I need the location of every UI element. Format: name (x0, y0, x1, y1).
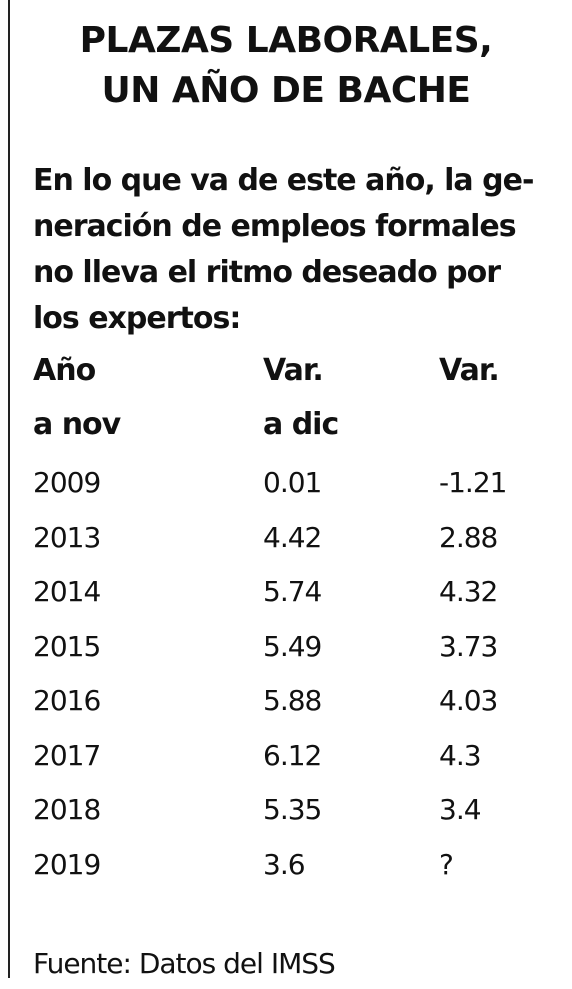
intro-line-2: neración de empleos formales (33, 209, 517, 244)
cell-var-dec: -1.21 (439, 466, 507, 499)
header-var-nov: Var. (263, 353, 324, 388)
cell-var-dec: 4.32 (439, 575, 498, 608)
header-var-nov-sub: a dic (263, 407, 339, 442)
cell-year: 2014 (33, 575, 101, 608)
cell-var-dec: 3.73 (439, 629, 498, 663)
employment-table: Año Var. Var. a nov a dic 2009 0.01 -1.2… (33, 344, 563, 892)
headline-line-1: PLAZAS LABORALES, (79, 20, 493, 61)
cell-var-dec: 4.03 (439, 684, 498, 717)
cell-var-dec: ? (439, 847, 454, 881)
cell-year: 2017 (33, 738, 101, 772)
left-border-rule (8, 0, 10, 978)
cell-year: 2015 (33, 629, 101, 663)
cell-var-nov: 5.49 (263, 629, 322, 663)
table-header-row-2: a nov a dic (33, 398, 563, 452)
table-row: 2019 3.6 ? (33, 838, 563, 893)
cell-year: 2016 (33, 684, 101, 717)
intro-line-4: los expertos: (33, 301, 241, 336)
cell-var-dec: 4.3 (439, 738, 482, 772)
intro-line-3: no lleva el ritmo deseado por (33, 255, 501, 290)
table-row: 2009 0.01 -1.21 (33, 456, 563, 511)
cell-year: 2019 (33, 847, 101, 881)
intro-line-1: En lo que va de este año, la ge- (33, 163, 534, 198)
cell-year: 2018 (33, 793, 101, 826)
header-year-sub: a nov (33, 407, 121, 442)
headline-line-2: UN AÑO DE BACHE (101, 70, 471, 111)
cell-var-nov: 4.42 (263, 520, 322, 554)
cell-var-dec: 3.4 (439, 793, 482, 826)
cell-var-nov: 5.74 (263, 575, 322, 608)
cell-var-nov: 3.6 (263, 847, 306, 881)
cell-year: 2009 (33, 466, 101, 499)
table-row: 2015 5.49 3.73 (33, 620, 563, 675)
headline: PLAZAS LABORALES, UN AÑO DE BACHE (12, 16, 560, 116)
table-row: 2017 6.12 4.3 (33, 729, 563, 784)
cell-var-nov: 5.88 (263, 684, 322, 717)
table-body: 2009 0.01 -1.21 2013 4.42 2.88 2014 5.74… (33, 456, 563, 892)
source-note: Fuente: Datos del IMSS (33, 947, 336, 980)
cell-var-nov: 6.12 (263, 738, 322, 772)
cell-var-nov: 0.01 (263, 466, 322, 499)
cell-var-nov: 5.35 (263, 793, 322, 826)
intro-paragraph: En lo que va de este año, la ge- neració… (33, 158, 563, 342)
cell-year: 2013 (33, 520, 101, 554)
table-row: 2016 5.88 4.03 (33, 674, 563, 729)
header-year: Año (33, 353, 96, 388)
table-header-row-1: Año Var. Var. (33, 344, 563, 398)
table-row: 2013 4.42 2.88 (33, 511, 563, 566)
cell-var-dec: 2.88 (439, 520, 498, 554)
table-row: 2018 5.35 3.4 (33, 783, 563, 838)
header-var-dec: Var. (439, 353, 500, 388)
table-row: 2014 5.74 4.32 (33, 565, 563, 620)
